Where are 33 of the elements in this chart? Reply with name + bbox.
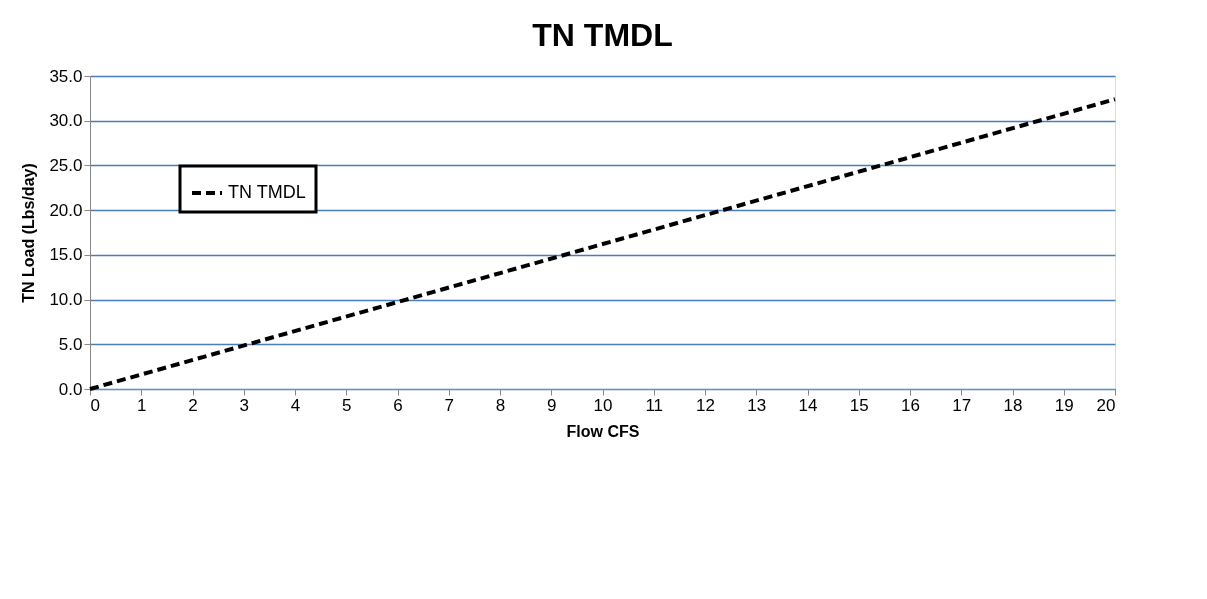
x-tick-label: 20: [1096, 395, 1116, 415]
x-tick-label: 15: [849, 395, 869, 415]
x-tick-label: 3: [239, 395, 249, 415]
x-tick-label: 11: [645, 395, 664, 415]
x-tick-label: 0: [90, 395, 100, 415]
y-tick-label: 25.0: [49, 155, 83, 175]
x-tick-label: 17: [952, 395, 972, 415]
x-tick-label: 4: [290, 395, 301, 415]
y-tick-label: 30.0: [49, 111, 83, 131]
x-tick-label: 1: [137, 395, 147, 415]
x-tick-label: 18: [1003, 395, 1023, 415]
x-tick-label: 7: [444, 395, 454, 415]
x-tick-label: 16: [901, 395, 920, 415]
x-axis-title: Flow CFS: [566, 422, 640, 440]
y-tick-label: 20.0: [49, 200, 83, 220]
y-tick-label: 35.0: [49, 66, 83, 86]
x-tick-label: 14: [798, 395, 818, 415]
x-tick-label: 6: [393, 395, 403, 415]
x-tick-label: 2: [188, 395, 198, 415]
y-tick-label: 15.0: [49, 245, 83, 265]
x-tick-label: 5: [342, 395, 352, 415]
chart-title: TN TMDL: [532, 17, 673, 53]
x-tick-label: 9: [547, 395, 557, 415]
x-tick-label: 19: [1054, 395, 1074, 415]
x-tick-label: 8: [495, 395, 506, 415]
y-tick-label: 0.0: [58, 379, 83, 399]
y-axis-title: TN Load (Lbs/day): [20, 163, 38, 303]
x-tick-label: 12: [696, 395, 715, 415]
y-tick-label: 10.0: [49, 290, 83, 310]
legend-label: TN TMDL: [228, 182, 306, 202]
x-tick-label: 10: [593, 395, 613, 415]
y-tick-label: 5.0: [58, 334, 83, 354]
x-tick-label: 13: [747, 395, 767, 415]
